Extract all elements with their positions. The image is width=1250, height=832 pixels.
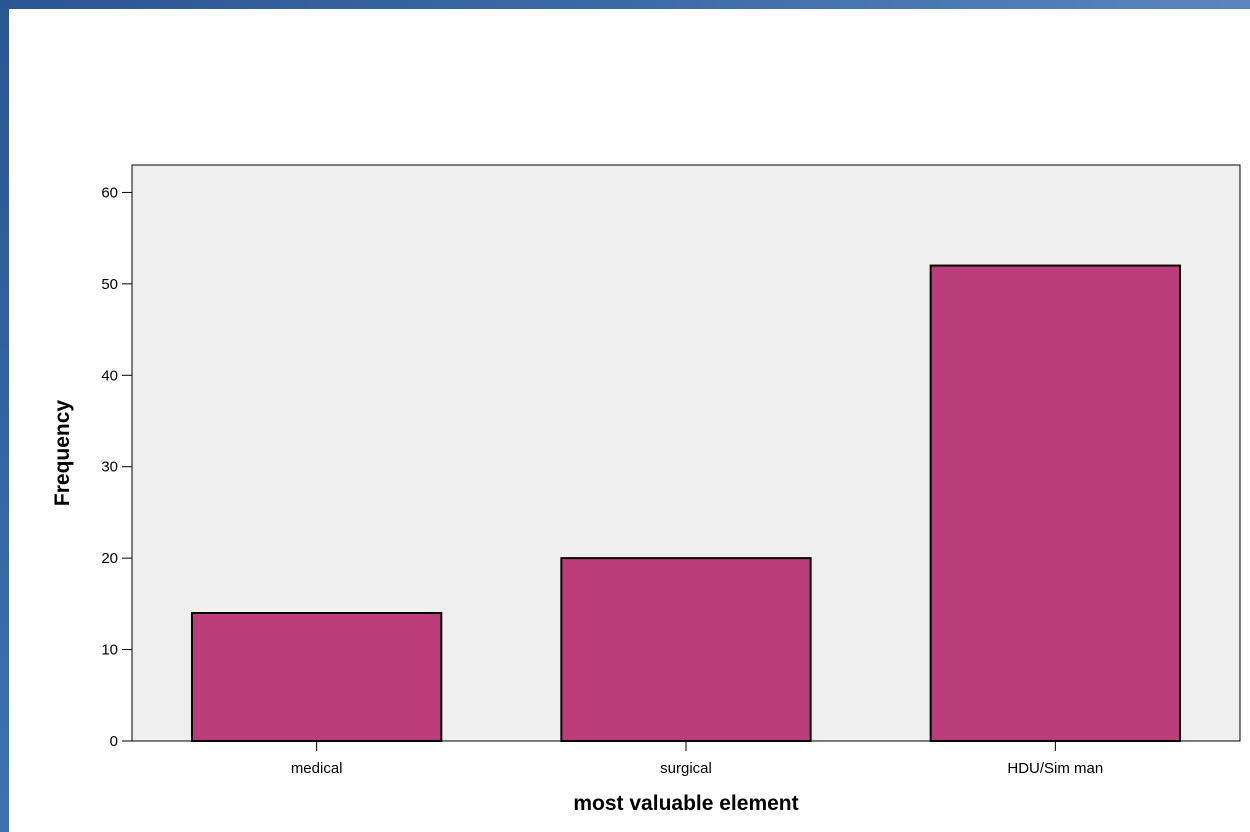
- bars: [191, 264, 1181, 743]
- bar-medical: [191, 612, 443, 742]
- y-tick-label: 20: [101, 550, 118, 567]
- y-tick-label: 0: [110, 733, 118, 750]
- y-tick-label: 10: [101, 642, 118, 659]
- y-tick-label: 60: [101, 184, 118, 201]
- y-tick-label: 40: [101, 367, 118, 384]
- slide-top-accent-bar: [0, 0, 1250, 9]
- x-axis-title: most valuable element: [573, 792, 798, 815]
- slide-left-accent-bar: [0, 0, 9, 832]
- x-tick-label: surgical: [660, 760, 712, 777]
- x-tick-label: medical: [291, 760, 343, 777]
- y-tick-label: 50: [101, 276, 118, 293]
- x-axis: medical surgical HDU/Sim man: [291, 741, 1103, 777]
- bar-hdu-sim-man: [929, 264, 1181, 742]
- bar-surgical: [560, 557, 812, 743]
- y-tick-label: 30: [101, 459, 118, 476]
- x-tick-label: HDU/Sim man: [1007, 760, 1103, 777]
- y-axis-title: Frequency: [51, 400, 74, 507]
- y-axis: 0 10 20 30 40 50 60: [101, 184, 132, 750]
